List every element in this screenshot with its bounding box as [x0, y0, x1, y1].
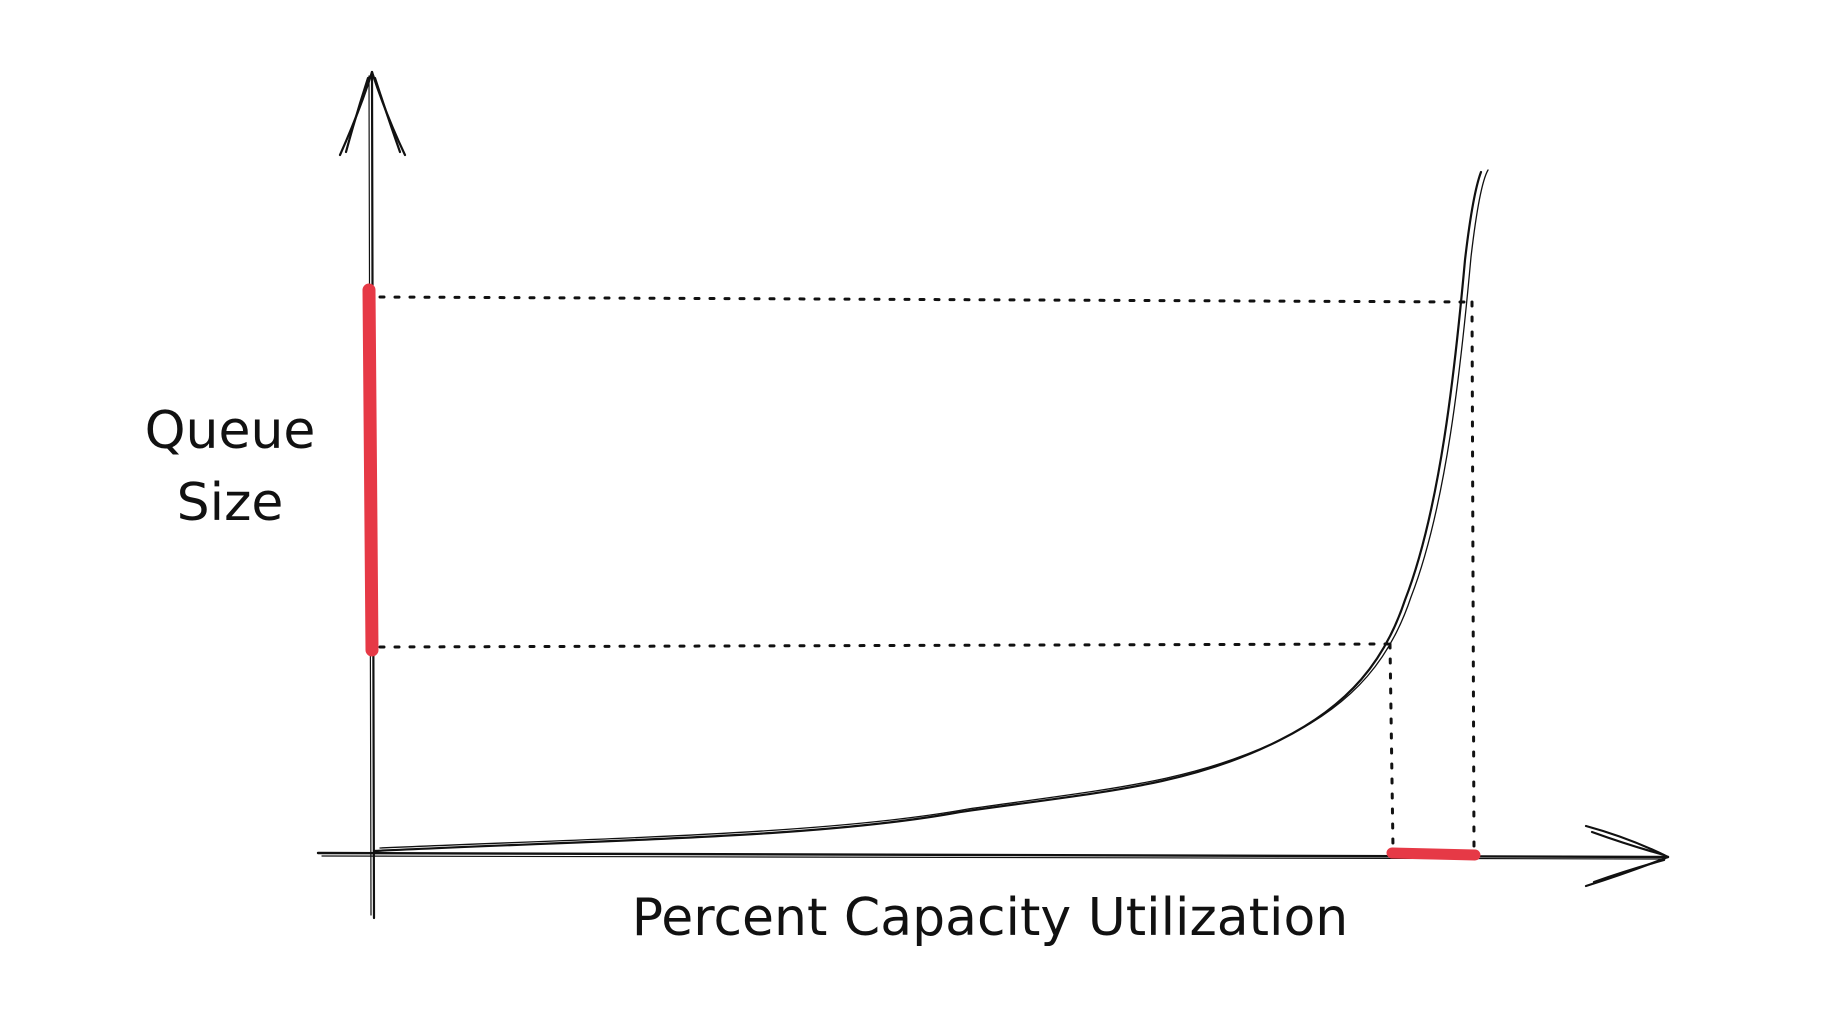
y-axis-highlight-range: [362, 283, 379, 657]
y-axis-label-line2: Size: [177, 473, 284, 533]
x-axis-label: Percent Capacity Utilization: [632, 888, 1349, 948]
lower-vertical-guide: [1388, 642, 1395, 850]
queue-curve: [372, 169, 1489, 853]
upper-vertical-guide: [1470, 300, 1476, 850]
upper-horizontal-guide: [378, 295, 1472, 304]
y-axis-arrowhead: [338, 70, 407, 157]
guide-lines: [378, 295, 1476, 850]
y-axis-label-line1: Queue: [145, 401, 316, 461]
lower-horizontal-guide: [378, 642, 1390, 649]
x-axis-arrowhead: [1584, 824, 1670, 888]
x-axis-highlight-range: [1386, 847, 1481, 861]
